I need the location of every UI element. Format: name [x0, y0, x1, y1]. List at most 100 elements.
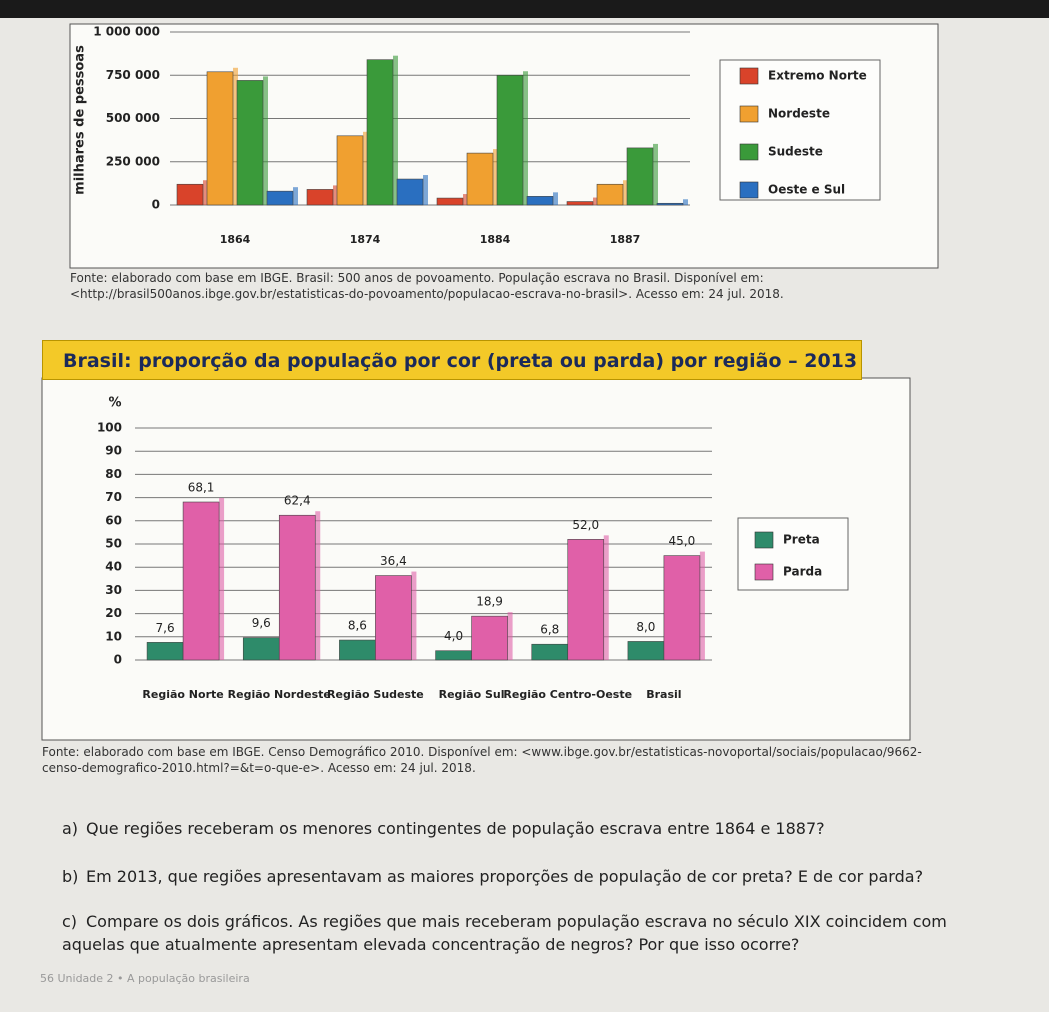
- bar: [496, 74, 524, 206]
- bar: [436, 197, 464, 206]
- data-label: 36,4: [380, 554, 407, 568]
- legend-swatch: [739, 143, 759, 161]
- bar-side: [219, 498, 225, 660]
- bar-side: [203, 180, 208, 205]
- legend-label: Parda: [783, 565, 822, 579]
- question-key: b): [62, 867, 79, 886]
- x-tick-label: Região Centro-Oeste: [503, 688, 632, 701]
- y-tick-label: 80: [105, 467, 122, 481]
- y-tick-label: 500 000: [106, 111, 160, 125]
- legend-swatch: [754, 531, 774, 549]
- y-tick-label: 70: [105, 490, 122, 504]
- bar-side: [293, 187, 298, 205]
- bar-side: [263, 76, 268, 205]
- bar-side: [493, 149, 498, 205]
- legend-box: [737, 517, 849, 591]
- bar: [375, 575, 412, 661]
- data-label: 8,0: [636, 620, 655, 634]
- bar: [566, 201, 594, 206]
- bar-side: [593, 197, 598, 205]
- bar: [236, 80, 264, 206]
- y-tick-label: 10: [105, 629, 122, 643]
- y-tick-label: 40: [105, 560, 122, 574]
- data-label: 4,0: [444, 629, 463, 643]
- bar-side: [393, 55, 398, 206]
- legend-label: Sudeste: [768, 145, 823, 159]
- bar: [306, 189, 334, 206]
- y-tick-label: 50: [105, 537, 122, 551]
- data-label: 7,6: [156, 621, 175, 635]
- y-tick-label: 60: [105, 513, 122, 527]
- y-tick-label: 0: [152, 198, 160, 212]
- legend-swatch: [739, 181, 759, 199]
- bar: [146, 642, 184, 661]
- data-label: 9,6: [252, 616, 271, 630]
- data-label: 6,8: [540, 623, 559, 637]
- question-text: Em 2013, que regiões apresentavam as mai…: [86, 867, 924, 886]
- y-tick-label: 250 000: [106, 154, 160, 168]
- y-tick-label: 1 000 000: [93, 25, 160, 39]
- data-label: 45,0: [669, 534, 696, 548]
- data-label: 18,9: [476, 595, 503, 609]
- bar-side: [423, 175, 428, 205]
- x-tick-label: 1864: [220, 233, 251, 246]
- legend-label: Extremo Norte: [768, 69, 867, 83]
- y-tick-label: 20: [105, 606, 122, 620]
- bar: [266, 190, 294, 206]
- y-axis-label: %: [108, 396, 121, 411]
- y-tick-label: 30: [105, 583, 122, 597]
- source: Fonte: elaborado com base em IBGE. Brasi…: [70, 271, 784, 301]
- y-tick-label: 0: [114, 653, 122, 667]
- x-tick-label: Região Nordeste: [228, 688, 331, 701]
- x-tick-label: 1884: [480, 233, 511, 246]
- bar-side: [315, 511, 321, 660]
- bar: [435, 650, 472, 661]
- bar: [336, 135, 364, 206]
- y-tick-label: 750 000: [106, 68, 160, 82]
- data-label: 52,0: [572, 518, 599, 532]
- bar-side: [233, 67, 238, 205]
- bar: [339, 639, 376, 661]
- x-tick-label: 1887: [610, 233, 641, 246]
- bar: [567, 539, 605, 661]
- bar: [242, 637, 280, 661]
- bar: [471, 615, 508, 661]
- bar: [656, 202, 684, 206]
- bar-side: [411, 571, 417, 660]
- legend-swatch: [739, 105, 759, 123]
- question-text: Que regiões receberam os menores conting…: [86, 819, 825, 838]
- y-tick-label: 100: [97, 421, 122, 435]
- y-tick-label: 90: [105, 444, 122, 458]
- bar-side: [553, 192, 558, 205]
- bar: [278, 514, 316, 661]
- chart-title: Brasil: proporção da população por cor (…: [42, 340, 862, 380]
- bar-side: [683, 199, 688, 205]
- bar-side: [653, 143, 658, 205]
- question: c) Compare os dois gráficos. As regiões q…: [62, 910, 1002, 956]
- question-text: Compare os dois gráficos. As regiões que…: [62, 912, 947, 954]
- question: a) Que regiões receberam os menores conti…: [62, 817, 1002, 840]
- bar-side: [507, 612, 513, 660]
- bar: [466, 152, 494, 206]
- bar: [626, 147, 654, 206]
- legend-label: Nordeste: [768, 107, 830, 121]
- question: b) Em 2013, que regiões apresentavam as m…: [62, 865, 1002, 888]
- top-bar: [0, 0, 1049, 18]
- bar-side: [623, 180, 628, 205]
- legend-swatch: [754, 563, 774, 581]
- bar: [206, 71, 234, 206]
- data-label: 68,1: [188, 481, 215, 495]
- data-label: 62,4: [284, 494, 311, 508]
- source: Fonte: elaborado com base em IBGE. Censo…: [42, 745, 922, 775]
- x-tick-label: Região Norte: [142, 688, 223, 701]
- bar-side: [603, 535, 609, 660]
- x-tick-label: Região Sul: [439, 688, 505, 701]
- bar: [531, 643, 569, 661]
- question-key: a): [62, 819, 79, 838]
- bar-side: [363, 131, 368, 205]
- x-tick-label: 1874: [350, 233, 381, 246]
- legend-swatch: [739, 67, 759, 85]
- bar-side: [333, 185, 338, 205]
- bar: [396, 178, 424, 206]
